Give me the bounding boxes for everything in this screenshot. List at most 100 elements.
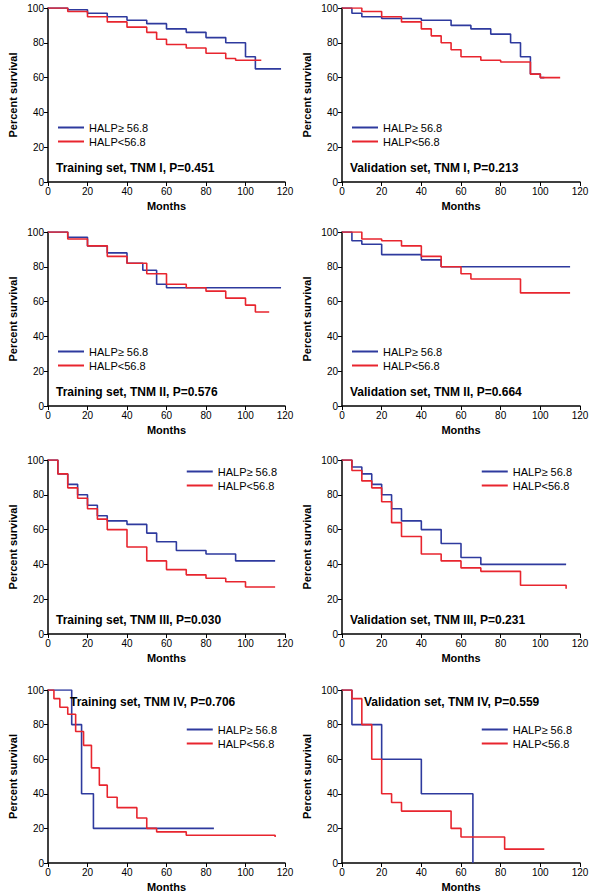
svg-text:Training set, TNM III, P=0.030: Training set, TNM III, P=0.030 (56, 613, 221, 627)
svg-text:HALP≥ 56.8: HALP≥ 56.8 (89, 346, 148, 358)
svg-text:40: 40 (327, 331, 339, 342)
svg-text:Percent survival: Percent survival (301, 505, 313, 590)
svg-text:20: 20 (33, 366, 45, 377)
svg-text:40: 40 (121, 186, 133, 197)
svg-text:20: 20 (82, 410, 94, 421)
svg-text:60: 60 (161, 186, 173, 197)
svg-text:40: 40 (416, 867, 428, 878)
svg-text:100: 100 (532, 186, 549, 197)
svg-text:HALP≥ 56.8: HALP≥ 56.8 (383, 346, 442, 358)
svg-text:Months: Months (147, 652, 186, 664)
svg-text:60: 60 (455, 867, 467, 878)
svg-text:HALP≥ 56.8: HALP≥ 56.8 (513, 466, 572, 478)
svg-text:40: 40 (33, 107, 45, 118)
svg-text:0: 0 (339, 867, 345, 878)
svg-text:80: 80 (495, 867, 507, 878)
svg-text:40: 40 (33, 331, 45, 342)
svg-text:40: 40 (121, 867, 133, 878)
svg-text:100: 100 (237, 186, 254, 197)
svg-text:HALP<56.8: HALP<56.8 (89, 136, 146, 148)
svg-text:Months: Months (441, 424, 480, 436)
svg-text:HALP≥ 56.8: HALP≥ 56.8 (513, 724, 572, 736)
svg-text:100: 100 (27, 455, 44, 466)
svg-text:0: 0 (45, 638, 51, 649)
svg-text:HALP<56.8: HALP<56.8 (513, 480, 570, 492)
svg-text:80: 80 (33, 37, 45, 48)
svg-text:100: 100 (321, 3, 338, 14)
svg-text:120: 120 (277, 638, 294, 649)
svg-text:0: 0 (332, 629, 338, 640)
svg-text:Percent survival: Percent survival (301, 53, 313, 138)
svg-text:HALP<56.8: HALP<56.8 (383, 136, 440, 148)
svg-text:HALP<56.8: HALP<56.8 (513, 738, 570, 750)
svg-text:100: 100 (237, 867, 254, 878)
svg-text:80: 80 (200, 867, 212, 878)
svg-text:Training set, TNM II, P=0.576: Training set, TNM II, P=0.576 (56, 385, 218, 399)
svg-text:Months: Months (147, 424, 186, 436)
svg-text:100: 100 (532, 410, 549, 421)
svg-text:20: 20 (82, 867, 94, 878)
svg-text:40: 40 (121, 410, 133, 421)
svg-text:0: 0 (332, 177, 338, 188)
svg-text:Validation set, TNM III, P=0.2: Validation set, TNM III, P=0.231 (350, 613, 525, 627)
svg-text:80: 80 (495, 638, 507, 649)
svg-text:40: 40 (416, 410, 428, 421)
svg-text:100: 100 (321, 685, 338, 696)
svg-text:HALP<56.8: HALP<56.8 (383, 360, 440, 372)
svg-text:40: 40 (327, 788, 339, 799)
svg-text:Months: Months (441, 881, 480, 893)
svg-text:80: 80 (327, 37, 339, 48)
svg-text:100: 100 (532, 867, 549, 878)
svg-text:Percent survival: Percent survival (301, 734, 313, 819)
svg-text:Months: Months (441, 652, 480, 664)
svg-text:20: 20 (33, 142, 45, 153)
svg-text:20: 20 (376, 638, 388, 649)
svg-text:20: 20 (33, 594, 45, 605)
svg-text:0: 0 (332, 401, 338, 412)
svg-text:0: 0 (332, 858, 338, 869)
svg-text:100: 100 (321, 227, 338, 238)
svg-text:60: 60 (327, 296, 339, 307)
svg-text:80: 80 (33, 489, 45, 500)
svg-text:120: 120 (572, 186, 589, 197)
svg-text:Validation set, TNM II, P=0.66: Validation set, TNM II, P=0.664 (350, 385, 522, 399)
svg-text:80: 80 (327, 719, 339, 730)
svg-text:20: 20 (33, 823, 45, 834)
svg-text:100: 100 (27, 227, 44, 238)
svg-text:20: 20 (327, 823, 339, 834)
svg-text:Training set, TNM IV, P=0.706: Training set, TNM IV, P=0.706 (70, 695, 236, 709)
svg-text:120: 120 (572, 410, 589, 421)
svg-text:20: 20 (82, 186, 94, 197)
svg-text:Percent survival: Percent survival (7, 505, 19, 590)
svg-text:0: 0 (38, 401, 44, 412)
svg-text:100: 100 (27, 3, 44, 14)
svg-text:20: 20 (82, 638, 94, 649)
svg-text:0: 0 (339, 410, 345, 421)
svg-text:Validation set, TNM I, P=0.213: Validation set, TNM I, P=0.213 (350, 161, 519, 175)
svg-text:100: 100 (321, 455, 338, 466)
svg-text:0: 0 (45, 186, 51, 197)
svg-text:60: 60 (455, 638, 467, 649)
svg-text:Percent survival: Percent survival (301, 277, 313, 362)
svg-text:Percent survival: Percent survival (7, 53, 19, 138)
svg-text:120: 120 (572, 867, 589, 878)
svg-text:60: 60 (161, 867, 173, 878)
svg-text:80: 80 (200, 638, 212, 649)
svg-text:Percent survival: Percent survival (7, 277, 19, 362)
svg-text:0: 0 (38, 177, 44, 188)
svg-text:40: 40 (33, 788, 45, 799)
svg-text:120: 120 (572, 638, 589, 649)
svg-text:HALP<56.8: HALP<56.8 (89, 360, 146, 372)
svg-text:60: 60 (33, 754, 45, 765)
svg-text:120: 120 (277, 410, 294, 421)
svg-text:HALP≥ 56.8: HALP≥ 56.8 (218, 466, 277, 478)
svg-text:0: 0 (45, 410, 51, 421)
svg-text:20: 20 (376, 410, 388, 421)
svg-text:60: 60 (455, 410, 467, 421)
svg-text:HALP≥ 56.8: HALP≥ 56.8 (383, 122, 442, 134)
svg-text:80: 80 (200, 186, 212, 197)
svg-text:20: 20 (376, 186, 388, 197)
svg-text:80: 80 (200, 410, 212, 421)
svg-text:60: 60 (161, 638, 173, 649)
svg-text:40: 40 (121, 638, 133, 649)
